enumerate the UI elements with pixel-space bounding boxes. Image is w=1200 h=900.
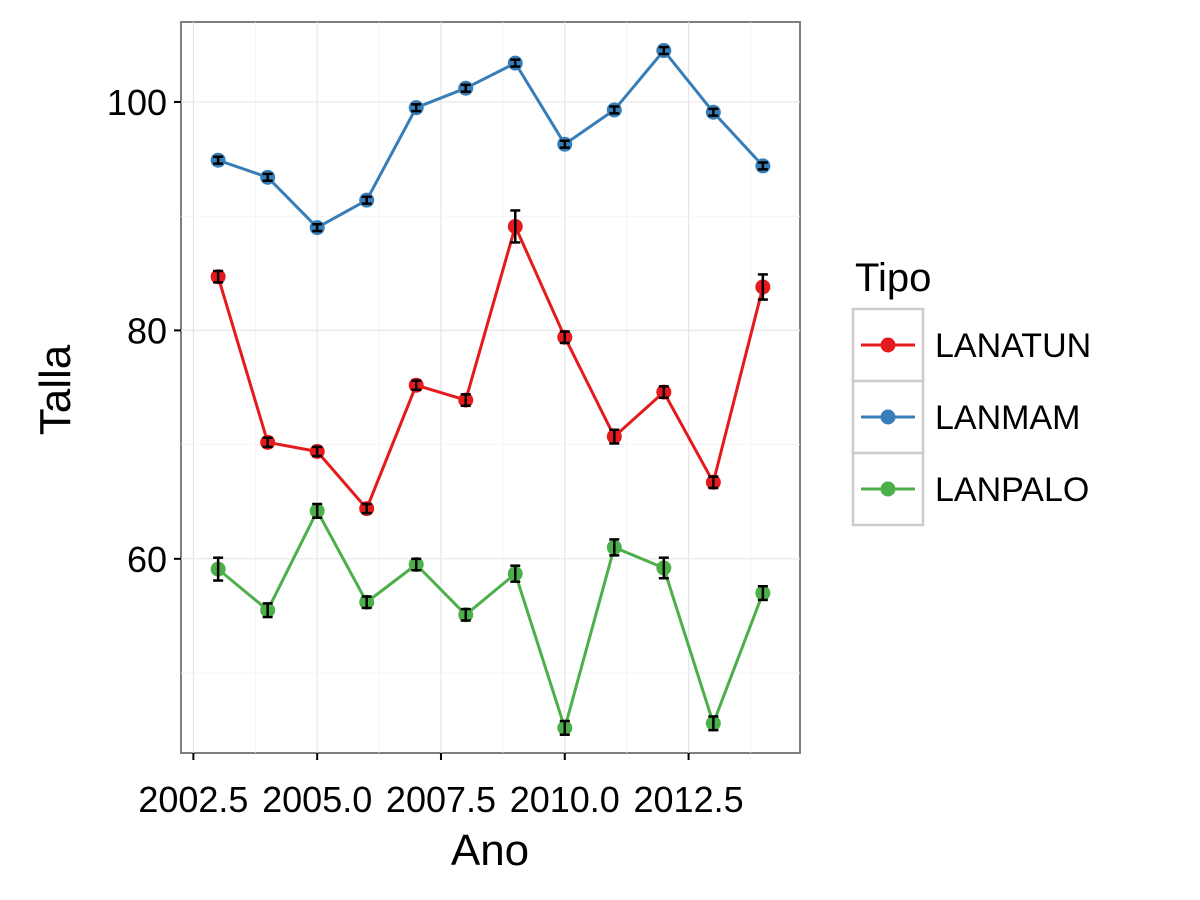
grid — [181, 22, 800, 753]
legend-label: LANPALO — [935, 471, 1089, 509]
y-tick-label: 100 — [107, 82, 167, 123]
x-tick-label: 2005.0 — [262, 779, 372, 820]
x-tick-label: 2007.5 — [386, 779, 496, 820]
legend-key-point — [880, 337, 896, 353]
y-tick-label: 60 — [127, 539, 167, 580]
legend-label: LANMAM — [935, 399, 1080, 437]
y-axis-label: Talla — [31, 344, 80, 435]
series — [210, 43, 771, 736]
series-line-lanpalo — [217, 509, 765, 730]
series-line-lanmam — [217, 49, 765, 230]
x-axis-label: Ano — [451, 826, 529, 875]
legend-label: LANATUN — [935, 327, 1091, 365]
x-tick-label: 2010.0 — [510, 779, 620, 820]
x-tick-label: 2012.5 — [634, 779, 744, 820]
plot-panel — [180, 21, 801, 754]
legend-title: Tipo — [855, 256, 931, 300]
x-tick-label: 2002.5 — [138, 779, 248, 820]
legend: Tipo LANATUN LANMAM LANPALO — [851, 256, 1091, 527]
y-tick-label: 80 — [127, 310, 167, 351]
series-line-lanatun — [216, 225, 765, 511]
axes: 2002.5 2005.0 2007.5 2010.0 2012.5 60 80 100 — [107, 82, 744, 820]
legend-key-point — [880, 409, 896, 425]
legend-key-point — [880, 481, 896, 497]
